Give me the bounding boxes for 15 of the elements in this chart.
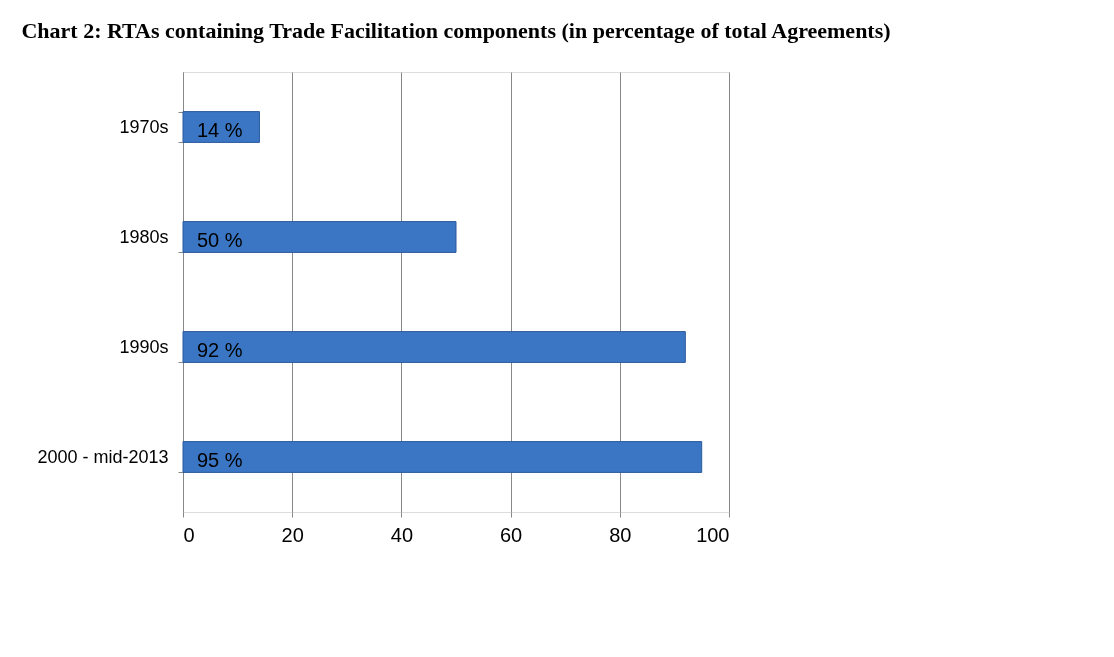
y-tick-label: 1990s — [119, 336, 169, 357]
x-tick-label: 40 — [390, 523, 414, 546]
data-label: 50 % — [197, 229, 243, 251]
data-label: 14 % — [197, 119, 243, 141]
x-tick-label: 20 — [281, 523, 304, 546]
data-label: 92 % — [197, 339, 243, 361]
chart-title: Chart 2: RTAs containing Trade Facilitation components (in percentage of total Agreements) — [21, 18, 891, 43]
x-tick-label: 100 — [696, 523, 730, 546]
data-label: 95 % — [197, 449, 243, 471]
y-tick-label: 1970s — [119, 116, 169, 137]
x-tick-label: 0 — [183, 523, 195, 546]
y-tick-label: 1980s — [119, 226, 169, 247]
x-tick-label: 80 — [609, 523, 632, 546]
y-tick-label: 2000 - mid-2013 — [37, 446, 169, 467]
x-tick-label: 60 — [499, 523, 523, 546]
